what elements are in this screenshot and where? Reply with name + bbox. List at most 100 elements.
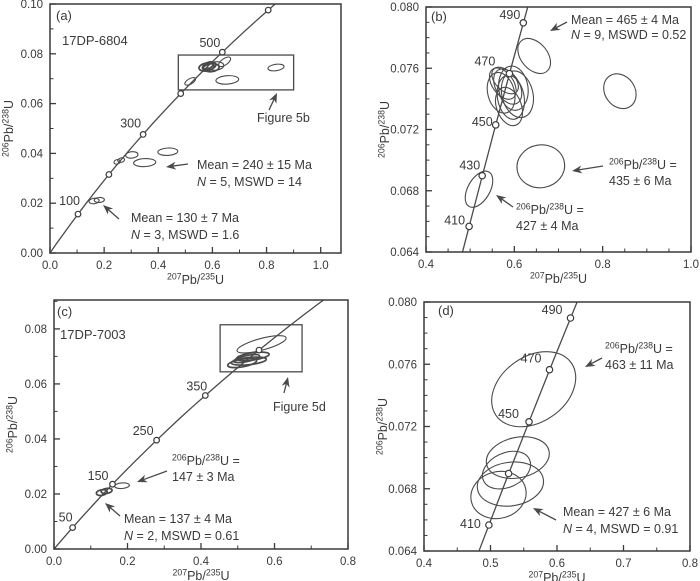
error-ellipse: [494, 86, 524, 127]
y-tick-label: 0.06: [21, 99, 43, 111]
x-tick-label: 0.8: [340, 556, 356, 568]
y-tick-label: 0.072: [388, 422, 417, 434]
x-tick-label: 0.8: [259, 260, 275, 272]
age-marker: [519, 18, 528, 27]
error-ellipse: [464, 170, 494, 208]
y-tick-label: 0.04: [25, 434, 48, 446]
annotation-text: N = 2, MSWD = 0.61: [124, 529, 239, 543]
x-tick-label: 1.0: [313, 260, 329, 272]
annotation-text: 206Pb/238U =: [609, 157, 677, 173]
age-label: 470: [521, 352, 542, 366]
annotation-arrowhead: [572, 165, 583, 174]
x-tick-label: 0.4: [150, 260, 167, 272]
annotation-arrowhead: [585, 358, 596, 367]
annotation-arrow-shaft: [107, 208, 120, 220]
age-marker: [153, 436, 161, 444]
y-tick-label: 0.00: [25, 544, 47, 556]
error-ellipse: [157, 147, 179, 156]
y-tick-label: 0.080: [388, 297, 417, 309]
y-tick-label: 0.00: [21, 248, 43, 260]
annotation-text: Mean = 137 ± 4 Ma: [124, 512, 232, 526]
x-tick-label: 0.6: [549, 558, 565, 570]
y-axis-title: 206Pb/238U: [1, 100, 17, 157]
age-label: 490: [499, 8, 520, 22]
annotation-arrow-shaft: [171, 163, 189, 167]
age-marker: [201, 392, 209, 399]
age-label: 450: [472, 115, 493, 129]
error-ellipse: [491, 351, 577, 428]
age-label: 430: [459, 159, 480, 173]
panel-a: 0.0 0.2 0.4 0.6 0.8 1.0 0.00 0.02 0.04 0.06 0.08 0.…: [1, 0, 342, 287]
age-label: 450: [498, 407, 519, 421]
error-ellipse: [236, 335, 287, 354]
annotation-text: 435 ± 6 Ma: [609, 174, 671, 188]
y-tick-label: 0.10: [21, 0, 43, 11]
annotation-arrow-shaft: [268, 98, 276, 111]
age-marker: [74, 210, 82, 218]
age-marker: [545, 365, 554, 374]
annotation-arrow-shaft: [538, 510, 557, 521]
error-ellipse: [603, 73, 637, 110]
age-label: 410: [444, 213, 465, 227]
annotation-text: 206Pb/238U =: [172, 453, 240, 469]
panel-letter-d: (d): [438, 303, 454, 318]
error-ellipse: [481, 450, 532, 490]
y-axis-title: 206Pb/238U: [377, 101, 393, 158]
age-marker: [255, 346, 263, 354]
error-ellipse: [516, 144, 566, 189]
age-marker: [478, 171, 487, 180]
annotation-text: Figure 5b: [257, 111, 310, 125]
age-marker: [264, 6, 272, 14]
annotation-arrowhead: [103, 205, 114, 215]
age-label: 50: [59, 511, 73, 525]
x-axis-title: 207Pb/235U: [167, 272, 224, 288]
age-label: 500: [199, 36, 220, 50]
y-tick-label: 0.02: [21, 198, 43, 210]
annotation-arrow-shaft: [142, 470, 168, 481]
annotation-text: Figure 5d: [273, 400, 326, 414]
age-marker: [465, 222, 473, 231]
y-axis-title: 206Pb/238U: [5, 396, 21, 453]
x-axis-title: 207Pb/235U: [172, 568, 229, 581]
annotation-text: Mean = 465 ± 4 Ma: [571, 13, 679, 27]
annotation-arrow-shaft: [589, 357, 603, 365]
annotation-arrowhead: [550, 22, 561, 31]
age-marker: [525, 417, 533, 426]
panel-d: 0.4 0.5 0.6 0.7 0.8 0.064 0.068 0.072 0.076 0.080…: [375, 297, 699, 581]
y-axis-title: 206Pb/238U: [375, 398, 391, 455]
age-marker: [566, 314, 575, 322]
annotation-arrow-shaft: [577, 165, 604, 171]
age-marker: [505, 69, 514, 78]
age-marker: [105, 171, 113, 178]
age-marker: [109, 480, 116, 488]
y-tick-label: 0.04: [21, 148, 44, 160]
concordia-curve: [54, 300, 325, 549]
concordia-curve: [461, 7, 529, 252]
error-ellipse: [93, 196, 105, 204]
sample-label-c: 17DP-7003: [60, 327, 126, 342]
y-tick-label: 0.08: [25, 324, 47, 336]
annotation-arrow-shaft: [283, 382, 288, 394]
age-label: 250: [133, 424, 154, 438]
annotation-text: N = 4, MSWD = 0.91: [563, 522, 678, 536]
error-ellipse: [117, 157, 126, 163]
error-ellipse: [88, 197, 100, 205]
error-ellipse: [488, 67, 517, 100]
panel-letter-c: (c): [57, 304, 73, 319]
annotation-arrowhead: [496, 195, 507, 204]
error-ellipse: [215, 75, 240, 85]
x-tick-label: 0.0: [42, 260, 58, 272]
x-tick-label: 0.7: [616, 558, 632, 570]
y-tick-label: 0.076: [390, 63, 419, 75]
age-marker: [485, 521, 493, 529]
annotation-arrowhead: [281, 377, 290, 388]
x-tick-label: 0.8: [595, 259, 611, 271]
error-ellipse: [517, 37, 552, 75]
annotation-text: N = 5, MSWD = 14: [197, 175, 302, 189]
error-ellipse: [226, 357, 258, 369]
x-tick-label: 0.4: [416, 558, 433, 570]
annotation-text: 427 ± 4 Ma: [516, 219, 578, 233]
y-tick-label: 0.068: [388, 484, 417, 496]
x-tick-label: 1.0: [683, 259, 699, 271]
annotation-arrow-shaft: [109, 506, 121, 517]
